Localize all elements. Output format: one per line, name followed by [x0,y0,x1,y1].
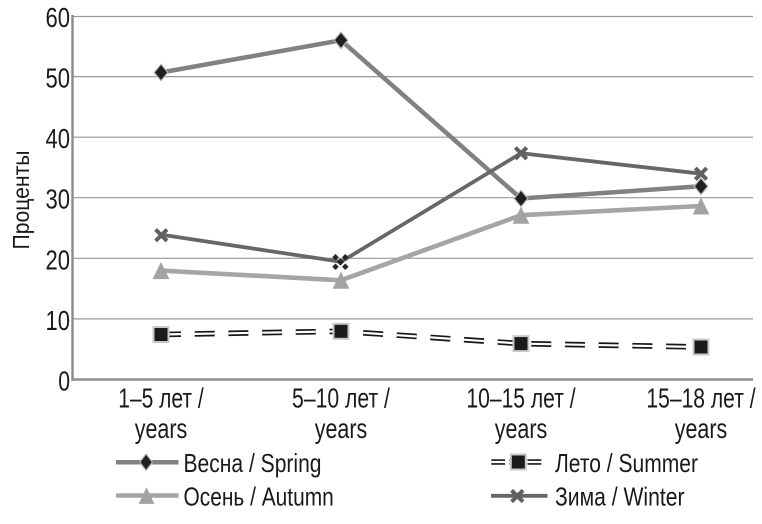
svg-text:Зима / Winter: Зима / Winter [555,481,685,511]
svg-text:60: 60 [46,2,71,33]
svg-text:5–10 лет /: 5–10 лет / [292,383,390,414]
svg-text:10: 10 [46,305,71,336]
svg-text:1–5 лет /: 1–5 лет / [118,383,204,414]
svg-text:30: 30 [46,184,71,215]
svg-text:50: 50 [46,63,71,94]
svg-text:years: years [495,413,548,444]
svg-text:15–18 лет /: 15–18 лет / [646,383,755,414]
svg-text:40: 40 [46,123,71,154]
svg-text:Лето / Summer: Лето / Summer [555,448,698,478]
svg-text:10–15 лет /: 10–15 лет / [466,383,575,414]
svg-text:years: years [675,413,728,444]
svg-text:Весна / Spring: Весна / Spring [184,448,322,478]
svg-text:0: 0 [58,366,70,397]
svg-text:years: years [315,413,368,444]
svg-text:20: 20 [46,244,71,275]
svg-text:years: years [135,413,188,444]
svg-text:Осень / Autumn: Осень / Autumn [184,481,334,511]
svg-text:Проценты: Проценты [8,151,34,250]
